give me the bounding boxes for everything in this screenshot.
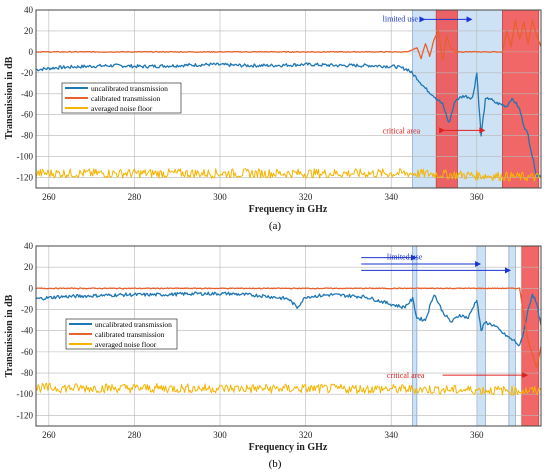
series-calibrated <box>36 287 541 369</box>
chart-b-legend: uncalibrated transmission calibrated tra… <box>65 318 178 350</box>
annotation-arrowhead <box>439 127 446 134</box>
y-tick-label: 40 <box>24 5 34 15</box>
chart-b-x-axis-label: Frequency in GHz <box>249 442 328 453</box>
chart-b-legend-label: averaged noise floor <box>95 340 157 349</box>
series-averaged <box>36 382 541 396</box>
x-tick-label: 360 <box>470 192 484 202</box>
chart-a-frame <box>35 9 542 189</box>
annotation-arrowhead <box>410 254 417 261</box>
chart-b-legend-label: uncalibrated transmission <box>95 320 172 329</box>
critical-area-band-3 <box>521 245 540 427</box>
y-tick-label: -100 <box>17 389 34 399</box>
annotation-arrowhead <box>522 372 529 379</box>
annotation-arrowhead <box>475 261 482 267</box>
chart-a-y-axis-label: Transmission in dB <box>4 56 15 139</box>
chart-a-caption: (a) <box>269 220 282 232</box>
annotation-arrowhead <box>466 16 473 23</box>
chart-a-x-axis-label: Frequency in GHz <box>249 204 328 215</box>
chart-b-legend-label: calibrated transmission <box>95 330 165 339</box>
chart-b-annotations: limited use critical area <box>361 253 529 380</box>
x-tick-label: 320 <box>299 430 313 440</box>
x-tick-label: 260 <box>42 430 56 440</box>
chart-a-legend-label: uncalibrated transmission <box>91 84 168 93</box>
chart-a-y-ticks: 40 20 0 -20 -40 -60 -80 -100 -120 <box>17 5 34 183</box>
y-tick-label: -100 <box>17 152 34 162</box>
x-tick-label: 320 <box>299 192 313 202</box>
annotation-limited-label: limited use <box>387 253 423 262</box>
chart-a-series <box>36 19 541 182</box>
chart-a-x-ticks: 260 280 300 320 340 360 <box>42 192 484 202</box>
x-tick-label: 280 <box>128 192 142 202</box>
y-tick-label: -80 <box>21 131 33 141</box>
x-tick-label: 300 <box>213 430 227 440</box>
limited-use-band-0 <box>412 245 418 427</box>
x-tick-label: 340 <box>384 192 398 202</box>
series-uncalibrated <box>36 291 541 347</box>
annotation-arrowhead <box>419 16 426 23</box>
x-tick-label: 360 <box>470 430 484 440</box>
chart-b-bands <box>412 245 540 427</box>
x-tick-label: 280 <box>128 430 142 440</box>
annotation-critical-label: critical area <box>383 126 421 135</box>
y-tick-label: -60 <box>21 347 33 357</box>
chart-a-annotations: limited use critical area <box>383 14 486 135</box>
y-tick-label: -40 <box>21 89 33 99</box>
chart-b-frame <box>35 245 542 427</box>
chart-b-x-ticks: 260 280 300 320 340 360 <box>42 430 484 440</box>
chart-a: 260 280 300 320 340 360 40 20 0 -20 -40 -60 -80 -100… <box>4 5 542 232</box>
series-averaged <box>36 168 541 182</box>
chart-b-series <box>36 287 541 396</box>
chart-a-legend: uncalibrated transmission calibrated tra… <box>61 82 182 114</box>
series-calibrated <box>36 19 541 61</box>
annotation-arrowhead <box>479 127 486 134</box>
chart-a-legend-label: calibrated transmission <box>91 94 161 103</box>
limited-use-band-2 <box>508 245 516 427</box>
y-tick-label: -80 <box>21 368 33 378</box>
y-tick-label: 0 <box>29 47 34 57</box>
x-tick-label: 340 <box>384 430 398 440</box>
y-tick-label: -20 <box>21 305 33 315</box>
y-tick-label: -40 <box>21 326 33 336</box>
annotation-limited-label: limited use <box>383 14 419 23</box>
y-tick-label: -60 <box>21 110 33 120</box>
y-tick-label: 0 <box>29 283 34 293</box>
y-tick-label: 20 <box>24 262 34 272</box>
chart-b-y-ticks: 40 20 0 -20 -40 -60 -80 -100 -120 <box>17 241 34 420</box>
y-tick-label: 20 <box>24 26 34 36</box>
y-tick-label: -120 <box>17 173 34 183</box>
chart-b: 260 280 300 320 340 360 40 20 0 -20 -40 -60 -80 -100… <box>4 241 542 470</box>
x-tick-label: 260 <box>42 192 56 202</box>
chart-b-caption: (b) <box>269 458 282 470</box>
series-uncalibrated <box>36 62 541 178</box>
x-tick-label: 300 <box>213 192 227 202</box>
annotation-arrowhead <box>505 267 512 274</box>
chart-b-y-axis-label: Transmission in dB <box>4 294 15 377</box>
limited-use-band-1 <box>476 245 486 427</box>
chart-a-legend-label: averaged noise floor <box>91 104 153 113</box>
y-tick-label: 40 <box>24 241 34 251</box>
y-tick-label: -120 <box>17 410 34 420</box>
y-tick-label: -20 <box>21 68 33 78</box>
annotation-critical-label: critical area <box>387 371 425 380</box>
